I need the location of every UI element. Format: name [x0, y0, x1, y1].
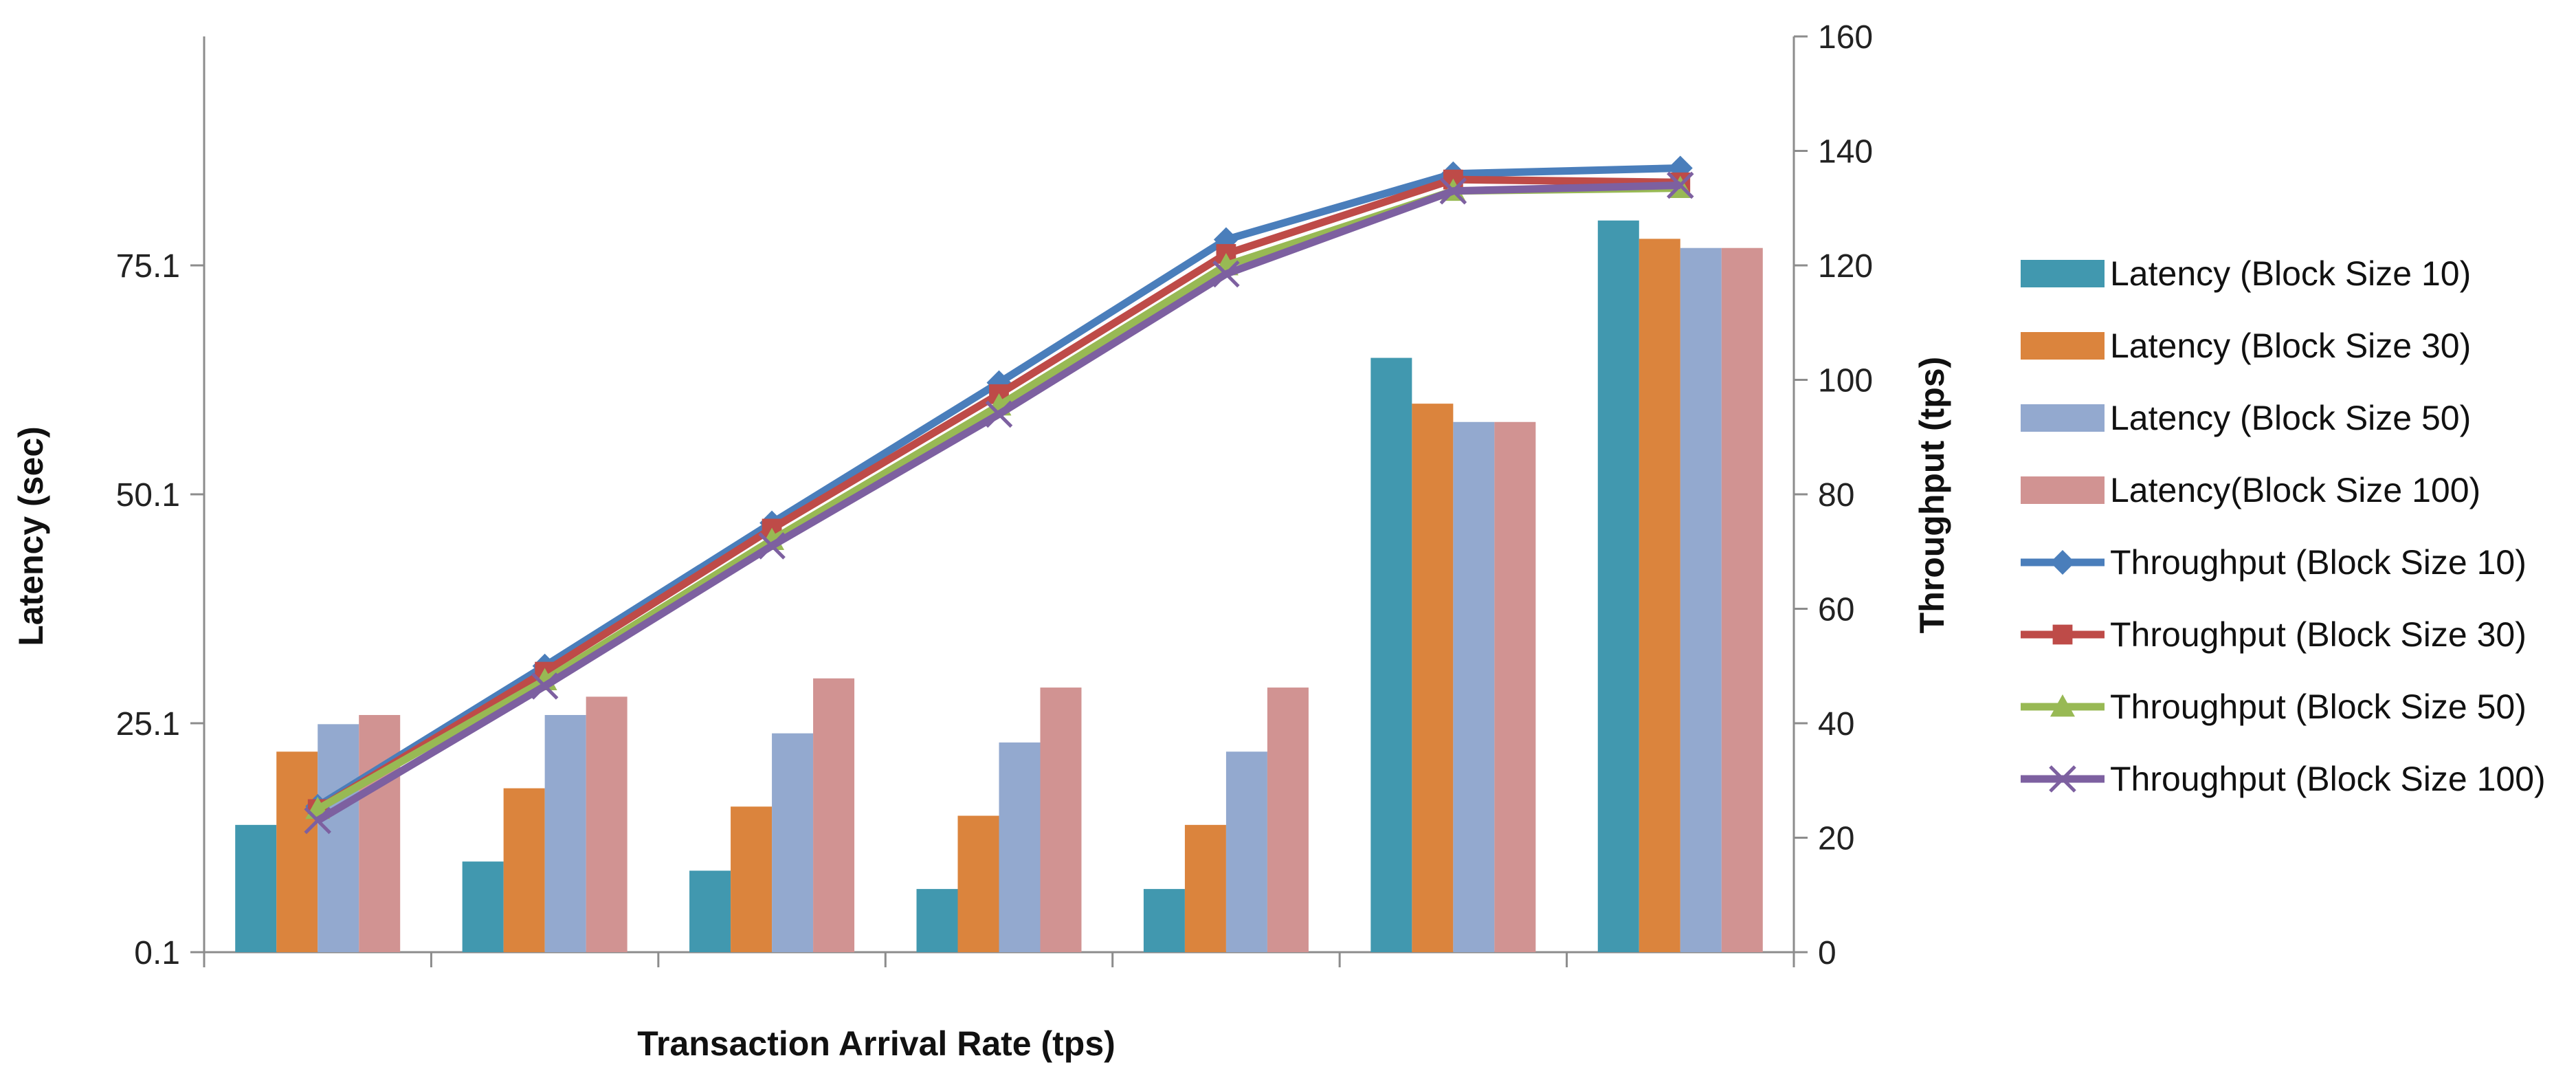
y2-tick-label: 0 — [1818, 935, 1836, 971]
latency-bar — [544, 715, 586, 952]
latency-bar — [957, 815, 999, 952]
axis-labels: 0.1 25.1 50.1 75.1 0 20 40 60 80 100 120 140 160 — [116, 19, 1874, 971]
y2-tick-label: 120 — [1818, 248, 1873, 285]
latency-bar — [1184, 824, 1226, 952]
throughput-point — [2050, 694, 2075, 717]
latency-bar — [999, 742, 1041, 952]
y2-tick-label: 100 — [1818, 363, 1873, 399]
y2-tick-label: 160 — [1818, 19, 1873, 56]
latency-bar — [731, 806, 773, 952]
latency-bar — [1494, 421, 1536, 952]
latency-bar — [772, 733, 814, 952]
y2-tick-label: 40 — [1818, 706, 1854, 742]
legend-label: Throughput (Block Size 50) — [2110, 688, 2527, 726]
throughput-point — [1439, 177, 1467, 205]
latency-bar — [1143, 889, 1185, 952]
legend-label: Latency (Block Size 10) — [2110, 254, 2471, 293]
latency-bar — [1267, 688, 1309, 952]
throughput-point — [2052, 624, 2073, 645]
latency-bar — [1370, 358, 1412, 952]
throughput-point — [2049, 765, 2076, 793]
latency-bar — [1225, 751, 1267, 952]
throughput-point — [2050, 550, 2075, 575]
y2-axis-title: Throughput (tps) — [1913, 357, 1951, 634]
latency-bar — [276, 751, 318, 952]
latency-bar — [689, 870, 731, 952]
y2-tick-label: 60 — [1818, 592, 1854, 628]
throughput-point — [758, 532, 786, 560]
latency-bar — [318, 724, 359, 952]
latency-bar — [1721, 248, 1763, 952]
y2-tick-label: 140 — [1818, 134, 1873, 170]
legend-item: Throughput (Block Size 50) — [2021, 688, 2527, 726]
legend: Latency (Block Size 10) Latency (Block Si… — [2021, 254, 2546, 798]
legend-item: Throughput (Block Size 100) — [2021, 760, 2546, 798]
latency-bar — [462, 861, 504, 952]
y-axis-title: Latency (sec) — [12, 426, 50, 646]
legend-item: Throughput (Block Size 10) — [2021, 543, 2527, 582]
throughput-point — [985, 400, 1013, 428]
legend-swatch — [2021, 476, 2105, 504]
legend-swatch — [2021, 260, 2105, 287]
throughput-point — [304, 806, 331, 835]
y2-tick-label: 80 — [1818, 477, 1854, 514]
latency-bar — [916, 889, 958, 952]
legend-label: Latency (Block Size 30) — [2110, 327, 2471, 365]
legend-item: Throughput (Block Size 30) — [2021, 615, 2527, 654]
legend-label: Latency(Block Size 100) — [2110, 471, 2480, 509]
latency-bar — [1597, 220, 1639, 953]
y-tick-label: 50.1 — [116, 477, 180, 514]
legend-label: Throughput (Block Size 10) — [2110, 543, 2527, 582]
legend-item: Latency(Block Size 100) — [2021, 471, 2480, 509]
x-axis-title: Transaction Arrival Rate (tps) — [637, 1024, 1115, 1063]
latency-bar — [1412, 404, 1454, 952]
latency-bar — [503, 788, 545, 952]
legend-item: Latency (Block Size 10) — [2021, 254, 2471, 293]
latency-bars — [235, 220, 1763, 953]
throughput-point — [1667, 171, 1694, 199]
latency-bar — [813, 678, 855, 952]
latency-bar — [1680, 248, 1722, 952]
y-tick-label: 25.1 — [116, 706, 180, 742]
legend-label: Throughput (Block Size 100) — [2110, 760, 2546, 798]
throughput-point — [531, 672, 559, 700]
latency-bar — [1040, 688, 1082, 952]
legend-item: Latency (Block Size 30) — [2021, 327, 2471, 365]
y2-tick-label: 20 — [1818, 821, 1854, 857]
throughput-point — [1212, 260, 1240, 288]
y-tick-label: 75.1 — [116, 248, 180, 285]
latency-bar — [586, 696, 628, 952]
latency-bar — [1639, 239, 1680, 952]
legend-label: Throughput (Block Size 30) — [2110, 615, 2527, 654]
latency-bar — [235, 824, 277, 952]
legend-swatch — [2021, 332, 2105, 360]
throughput-lines — [304, 155, 1694, 835]
latency-bar — [359, 715, 401, 952]
legend-item: Latency (Block Size 50) — [2021, 399, 2471, 437]
latency-bar — [1453, 421, 1495, 952]
y-tick-label: 0.1 — [134, 935, 180, 971]
legend-label: Latency (Block Size 50) — [2110, 399, 2471, 437]
legend-swatch — [2021, 404, 2105, 432]
